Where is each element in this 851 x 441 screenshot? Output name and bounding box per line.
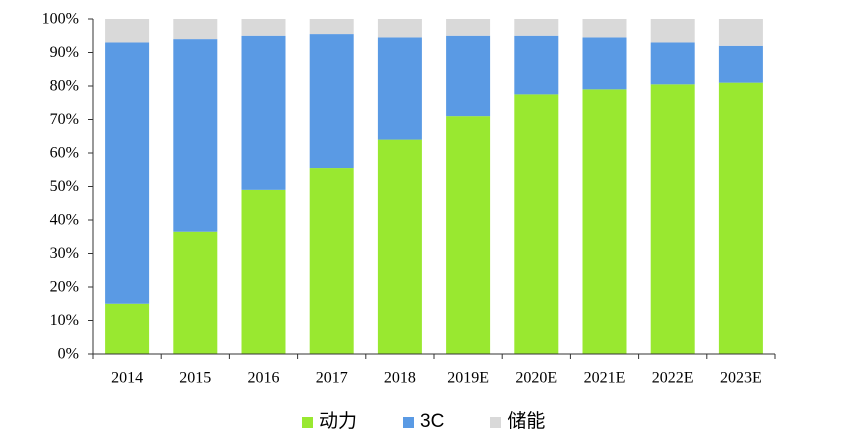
legend-label-3c: 3C (420, 411, 445, 432)
bar-segment-2021e-series-1 (582, 89, 627, 354)
legend-label-storage: 储能 (507, 411, 546, 432)
bar-segment-2022e-series-3 (650, 19, 695, 43)
y-tick-label: 50% (50, 178, 79, 195)
bar-segment-2017-series-1 (309, 168, 354, 354)
legend-label-power: 动力 (319, 411, 358, 432)
bar-segment-2015-series-3 (173, 19, 218, 40)
x-tick-label: 2021E (584, 370, 626, 387)
bar-segment-2017-series-3 (309, 19, 354, 35)
y-tick-label: 40% (50, 212, 79, 229)
bar-segment-2023e-series-1 (718, 82, 763, 355)
x-tick-label: 2023E (720, 370, 762, 387)
y-tick-label: 30% (50, 245, 79, 262)
y-tick-label: 60% (50, 145, 79, 162)
x-tick-label: 2022E (652, 370, 694, 387)
x-tick-label: 2014 (111, 370, 143, 387)
bar-segment-2022e-series-2 (650, 42, 695, 85)
y-tick-label: 70% (50, 111, 79, 128)
bar-segment-2018-series-2 (377, 37, 422, 140)
bar-segment-2019e-series-3 (446, 19, 491, 36)
legend-swatch-power (302, 416, 313, 428)
y-tick-label: 80% (50, 78, 79, 95)
bar-segment-2019e-series-1 (446, 116, 491, 355)
legend-item-power: 动力 (302, 410, 357, 434)
legend-item-3c: 3C (403, 410, 444, 434)
x-tick-label: 2015 (179, 370, 211, 387)
x-tick-label: 2018 (384, 370, 416, 387)
bar-segment-2019e-series-2 (446, 35, 491, 117)
x-tick-label: 2020E (515, 370, 557, 387)
bar-segment-2018-series-1 (377, 139, 422, 354)
bar-segment-2015-series-2 (173, 39, 218, 232)
bar-segment-2015-series-1 (173, 231, 218, 354)
bar-segment-2014-series-2 (105, 42, 150, 304)
bar-segment-2022e-series-1 (650, 84, 695, 354)
bar-segment-2020e-series-3 (514, 19, 559, 36)
x-tick-label: 2017 (316, 370, 348, 387)
legend-item-storage: 储能 (490, 410, 545, 434)
y-tick-label: 0% (58, 346, 79, 363)
bar-segment-2023e-series-2 (718, 45, 763, 83)
legend-swatch-storage (490, 416, 502, 428)
y-axis: 0% 10% 20% 30% 40% 50% 60% 70% 80% 90% 100% (42, 11, 94, 363)
y-tick-label: 10% (50, 312, 79, 329)
bar-segment-2021e-series-3 (582, 19, 627, 38)
legend: 动力 3C 储能 (302, 410, 545, 434)
y-tick-label: 100% (42, 11, 79, 28)
y-tick-label: 90% (50, 44, 79, 61)
bar-segment-2023e-series-3 (718, 19, 763, 46)
x-tick-label: 2019E (447, 370, 489, 387)
legend-swatch-3c (403, 416, 415, 428)
bar-segment-2020e-series-1 (514, 94, 559, 354)
bar-segment-2018-series-3 (377, 19, 422, 38)
bar-segment-2016-series-3 (241, 19, 286, 36)
x-axis: 2014 2015 2016 2017 2018 2019E 2020E 2021E 2022E… (92, 353, 776, 387)
bar-segment-2017-series-2 (309, 34, 354, 169)
x-tick-label: 2016 (248, 370, 280, 387)
bar-segment-2014-series-3 (105, 19, 150, 43)
bar-segment-2020e-series-2 (514, 35, 559, 95)
bar-segment-2014-series-1 (105, 303, 150, 354)
bar-segment-2021e-series-2 (582, 37, 627, 90)
y-tick-label: 20% (50, 279, 79, 296)
bars (105, 19, 763, 355)
bar-segment-2016-series-2 (241, 35, 286, 190)
bar-segment-2016-series-1 (241, 189, 286, 354)
